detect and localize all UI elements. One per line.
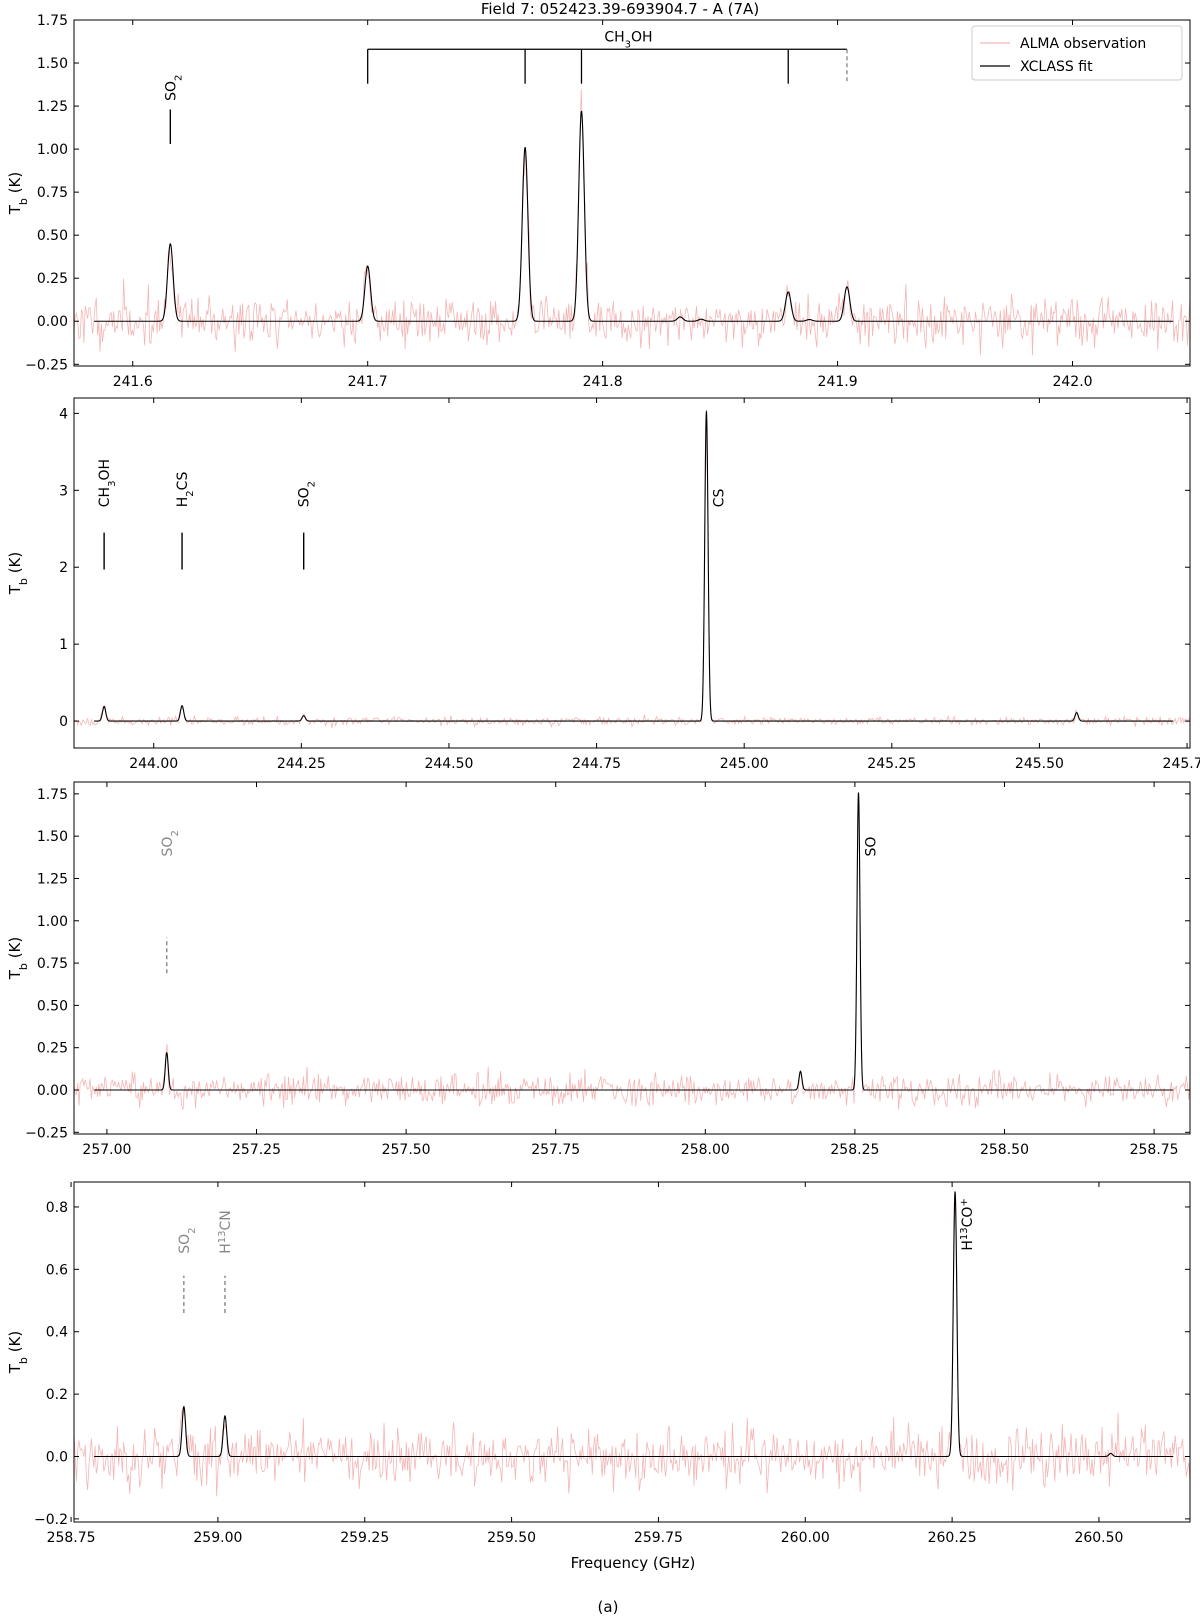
x-tick-label: 259.25	[340, 1530, 389, 1546]
y-tick-label: 0.4	[46, 1325, 68, 1341]
xclass-fit-line	[94, 792, 1174, 1091]
x-tick-label: 241.9	[818, 374, 858, 390]
y-axis-label: Tb (K)	[6, 552, 30, 595]
x-tick-label: 242.0	[1052, 374, 1092, 390]
y-tick-label: 1.00	[37, 914, 68, 930]
x-tick-label: 241.7	[348, 374, 388, 390]
x-tick-label: 258.75	[1130, 1142, 1179, 1158]
y-tick-label: 0.50	[37, 998, 68, 1014]
y-tick-label: 1.25	[37, 99, 68, 115]
x-tick-label: 241.6	[113, 374, 153, 390]
molecule-label: H2CS	[175, 472, 196, 508]
axes-frame	[73, 397, 1191, 749]
spectrum-panel-2: 244.00 244.25 244.50 244.75 245.00 245.25 245.…	[6, 397, 1200, 772]
y-tick-label: 1.50	[37, 829, 68, 845]
molecule-label: SO	[863, 837, 879, 857]
x-tick-label: 245.75	[1163, 756, 1200, 772]
x-tick-label: 245.50	[1015, 756, 1064, 772]
x-tick-label: 260.00	[781, 1530, 830, 1546]
x-tick-label: 244.50	[424, 756, 473, 772]
y-tick-label: 0.25	[37, 1041, 68, 1057]
observation-line	[74, 1194, 1190, 1497]
x-tick-label: 258.75	[47, 1530, 96, 1546]
xclass-fit-line	[94, 1191, 1174, 1458]
axes-frame	[73, 1181, 1191, 1523]
x-tick-label: 260.50	[1074, 1530, 1123, 1546]
y-axis-label: Tb (K)	[6, 937, 30, 980]
y-tick-label: 0.75	[37, 185, 68, 201]
y-tick-label: −0.2	[34, 1512, 68, 1528]
y-tick-label: 1.25	[37, 871, 68, 887]
y-tick-label: 0.75	[37, 956, 68, 972]
x-tick-label: 244.25	[277, 756, 326, 772]
molecule-label: SO2	[160, 830, 181, 856]
legend-label: XCLASS fit	[1020, 59, 1093, 75]
observation-line	[74, 810, 1190, 1111]
figure-title: Field 7: 052423.39-693904.7 - A (7A)	[481, 0, 759, 18]
x-tick-label: 244.00	[129, 756, 178, 772]
y-tick-label: 4	[59, 406, 68, 422]
spectrum-panel-3: 257.00 257.25 257.50 257.75 258.00 258.25 258.…	[6, 781, 1191, 1158]
observation-line	[74, 89, 1190, 356]
x-tick-label: 257.50	[382, 1142, 431, 1158]
y-axis-label: Tb (K)	[6, 172, 30, 215]
y-tick-label: 0.50	[37, 228, 68, 244]
x-tick-label: 258.50	[980, 1142, 1029, 1158]
y-tick-label: 0.0	[46, 1449, 68, 1465]
x-tick-label: 245.00	[720, 756, 769, 772]
molecule-label: SO2	[297, 481, 318, 507]
y-tick-label: 1	[59, 637, 68, 653]
x-tick-label: 241.8	[583, 374, 623, 390]
y-tick-label: 2	[59, 560, 68, 576]
molecule-label: SO2	[163, 75, 184, 101]
y-tick-label: 1.00	[37, 142, 68, 158]
x-tick-label: 259.75	[634, 1530, 683, 1546]
x-axis-label: Frequency (GHz)	[571, 1554, 696, 1572]
molecule-label: H13CO+	[959, 1198, 977, 1250]
molecule-label: CS	[711, 488, 727, 507]
x-tick-label: 257.25	[232, 1142, 281, 1158]
bracket-label: CH3OH	[604, 29, 652, 50]
y-tick-label: 0.00	[37, 314, 68, 330]
observation-line	[74, 415, 1190, 729]
axes-frame	[73, 781, 1191, 1135]
legend-label: ALMA observation	[1020, 36, 1146, 52]
x-tick-label: 245.25	[867, 756, 916, 772]
y-tick-label: 1.50	[37, 56, 68, 72]
y-tick-label: 0.6	[46, 1262, 68, 1278]
y-tick-label: 0.25	[37, 271, 68, 287]
y-tick-label: −0.25	[25, 1125, 68, 1141]
y-tick-label: 0.2	[46, 1387, 68, 1403]
y-tick-label: −0.25	[25, 357, 68, 373]
y-tick-label: 1.75	[37, 13, 68, 29]
molecule-label: CH3OH	[97, 459, 118, 507]
x-tick-label: 258.00	[681, 1142, 730, 1158]
xclass-fit-line	[94, 110, 1174, 322]
y-tick-label: 3	[59, 483, 68, 499]
molecule-label: SO2	[177, 1227, 198, 1253]
legend: ALMA observation XCLASS fit	[971, 25, 1183, 81]
x-tick-label: 244.75	[572, 756, 621, 772]
molecule-label: H13CN	[216, 1210, 234, 1254]
axes-frame	[73, 19, 1191, 367]
x-tick-label: 257.75	[531, 1142, 580, 1158]
y-tick-label: 0	[59, 714, 68, 730]
figure-caption: (a)	[598, 1598, 619, 1616]
spectrum-panel-1: 241.6 241.7 241.8 241.9 242.0 −0.25 0.00 0.25 0.…	[6, 13, 1191, 390]
y-axis-label: Tb (K)	[6, 1331, 30, 1374]
y-tick-label: 0.8	[46, 1200, 68, 1216]
xclass-fit-line	[94, 409, 1174, 722]
x-tick-label: 258.25	[830, 1142, 879, 1158]
x-tick-label: 259.50	[487, 1530, 536, 1546]
panels: 241.6 241.7 241.8 241.9 242.0−0.250.000.250.…	[6, 13, 1200, 1546]
x-tick-label: 260.25	[928, 1530, 977, 1546]
x-tick-label: 257.00	[82, 1142, 131, 1158]
y-tick-label: 0.00	[37, 1083, 68, 1099]
y-tick-label: 1.75	[37, 787, 68, 803]
x-tick-label: 259.00	[193, 1530, 242, 1546]
spectrum-panel-4: 258.75 259.00 259.25 259.50 259.75 260.00 260.…	[6, 1181, 1191, 1546]
